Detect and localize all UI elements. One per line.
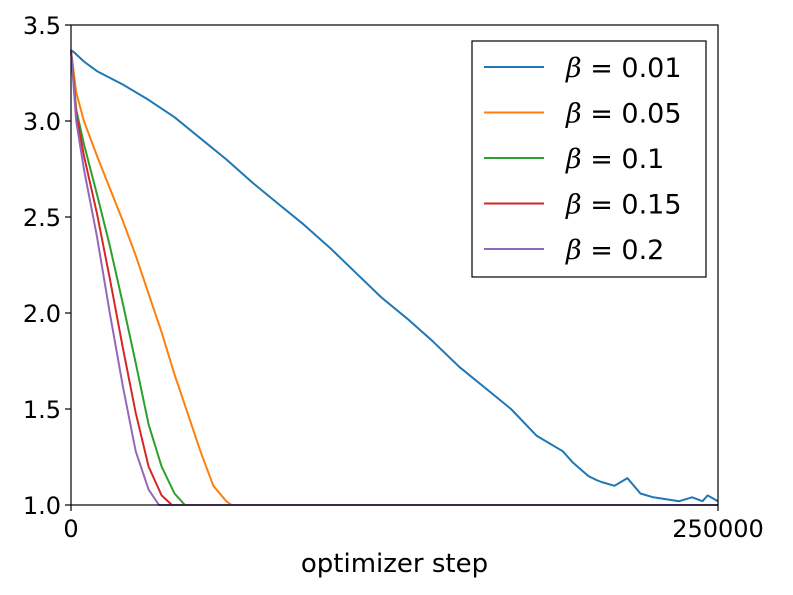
legend-value: 0.1 — [621, 144, 664, 175]
legend: β = 0.01β = 0.05β = 0.1β = 0.15β = 0.2 — [471, 40, 707, 278]
legend-equals: = — [582, 144, 622, 175]
x-axis: 0 250000 — [63, 505, 764, 543]
legend-symbol: β — [565, 190, 582, 221]
legend-symbol: β — [565, 235, 582, 266]
legend-label-2: β = 0.1 — [565, 144, 664, 175]
legend-value: 0.2 — [621, 235, 664, 266]
legend-equals: = — [582, 190, 622, 221]
y-axis: 1.0 1.5 2.0 2.5 3.0 3.5 — [23, 12, 71, 520]
legend-equals: = — [582, 53, 622, 84]
legend-symbol: β — [565, 144, 582, 175]
legend-equals: = — [582, 99, 622, 130]
series-line-0 — [70, 49, 719, 503]
y-tick-label: 1.5 — [23, 396, 61, 424]
x-axis-title: optimizer step — [301, 549, 488, 579]
x-tick-label: 250000 — [672, 515, 764, 543]
legend-value: 0.01 — [621, 53, 681, 84]
legend-label-1: β = 0.05 — [565, 99, 682, 130]
y-tick-label: 2.0 — [23, 300, 61, 328]
legend-label-4: β = 0.2 — [565, 235, 664, 266]
legend-label-3: β = 0.15 — [565, 190, 682, 221]
legend-symbol: β — [565, 53, 582, 84]
y-tick-label: 3.5 — [23, 12, 61, 40]
x-tick-label: 0 — [63, 515, 78, 543]
y-tick-label: 1.0 — [23, 492, 61, 520]
legend-label-0: β = 0.01 — [565, 53, 682, 84]
legend-symbol: β — [565, 99, 582, 130]
y-tick-label: 2.5 — [23, 204, 61, 232]
legend-value: 0.15 — [621, 190, 681, 221]
y-tick-label: 3.0 — [23, 108, 61, 136]
legend-equals: = — [582, 235, 622, 266]
legend-value: 0.05 — [621, 99, 681, 130]
plot-frame — [70, 24, 719, 506]
